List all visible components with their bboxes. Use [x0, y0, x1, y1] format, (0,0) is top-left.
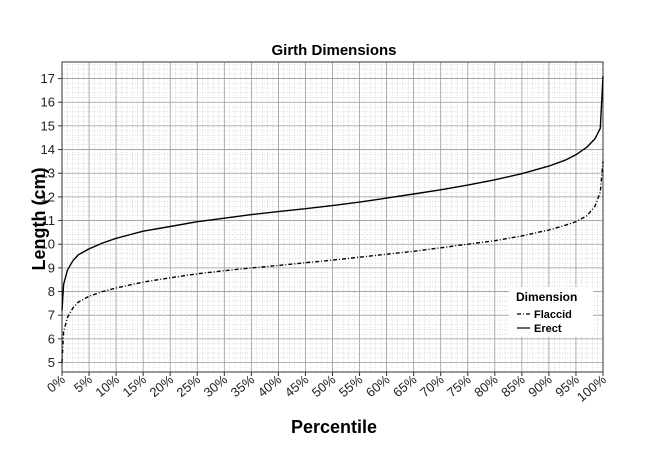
legend-title: Dimension: [516, 290, 577, 304]
y-tick-label: 10: [41, 237, 55, 252]
x-tick-label: 15%: [119, 372, 149, 400]
y-tick-label: 17: [41, 71, 55, 86]
y-tick-label: 6: [48, 331, 55, 346]
y-tick-label: 8: [48, 284, 55, 299]
x-tick-label: 20%: [147, 372, 177, 400]
y-axis-ticks: 5 6 7 8 9 10 11 12 13 14 15 16 17: [41, 71, 62, 370]
legend: Dimension Flaccid Erect: [509, 287, 593, 337]
x-tick-label: 80%: [471, 372, 501, 400]
x-tick-label: 75%: [444, 372, 474, 400]
x-tick-label: 45%: [282, 372, 312, 400]
x-axis-ticks: 0% 5%10%15%20%25%30%35%40%45%50%55%60%65%…: [44, 372, 609, 405]
x-tick-label: 30%: [201, 372, 231, 400]
x-tick-label: 40%: [255, 372, 285, 400]
legend-label-flaccid: Flaccid: [534, 309, 572, 321]
x-tick-label: 85%: [498, 372, 528, 400]
y-tick-label: 15: [41, 118, 55, 133]
chart-title: Girth Dimensions: [271, 42, 396, 59]
y-axis-title: Length (cm): [29, 168, 49, 271]
y-tick-label: 13: [41, 166, 55, 181]
series-lines: [61, 76, 604, 363]
y-tick-label: 11: [42, 213, 56, 228]
y-tick-label: 9: [48, 260, 55, 275]
x-tick-label: 50%: [309, 372, 339, 400]
x-tick-label: 90%: [525, 372, 555, 400]
y-tick-label: 16: [41, 95, 55, 110]
x-tick-label: 70%: [417, 372, 447, 400]
series-line-erect: [61, 76, 604, 311]
y-tick-label: 7: [48, 308, 55, 323]
legend-box: [509, 287, 593, 337]
x-tick-label: 65%: [390, 372, 420, 400]
x-tick-label: 5%: [71, 372, 95, 396]
x-tick-label: 100%: [574, 372, 609, 405]
x-tick-label: 55%: [336, 372, 366, 400]
y-tick-label: 5: [48, 355, 55, 370]
legend-label-erect: Erect: [534, 323, 562, 335]
series-line-flaccid: [61, 161, 604, 363]
x-tick-label: 10%: [92, 372, 122, 400]
y-tick-label: 12: [41, 189, 55, 204]
x-tick-label: 25%: [174, 372, 204, 400]
x-tick-label: 60%: [363, 372, 393, 400]
x-tick-label: 0%: [44, 372, 68, 396]
x-tick-label: 35%: [228, 372, 258, 400]
x-axis-title: Percentile: [291, 417, 377, 437]
y-tick-label: 14: [41, 142, 55, 157]
